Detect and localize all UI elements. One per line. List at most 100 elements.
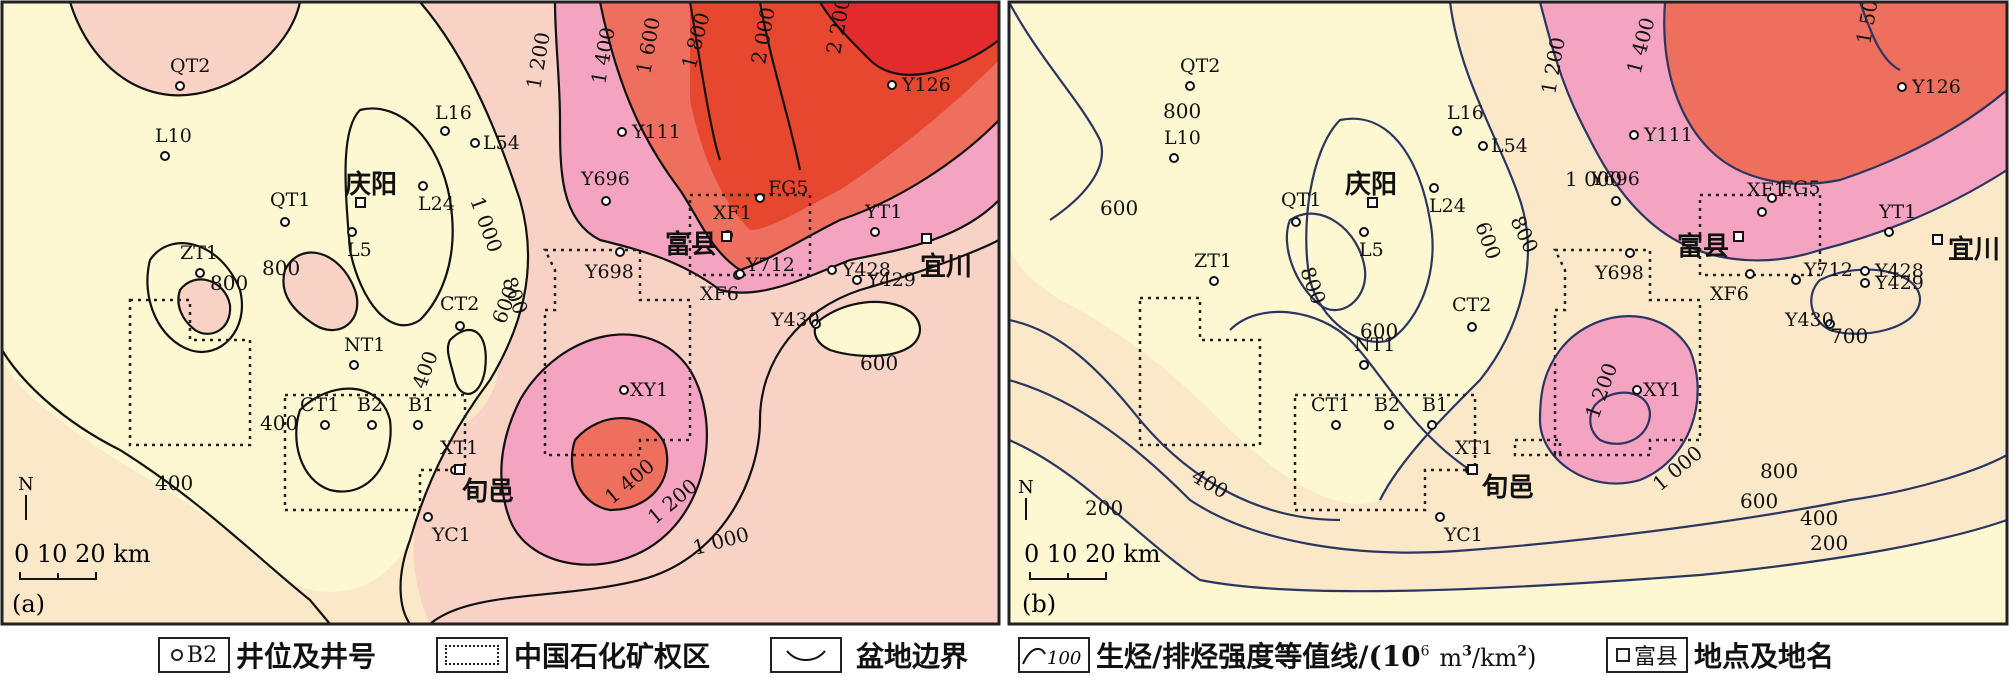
panel-b-frame xyxy=(1007,0,2009,626)
legend-contour: 100 生烃/排烃强度等值线/(106 m3/km2) xyxy=(1018,635,1536,675)
contour-label: 700 xyxy=(1830,324,1868,348)
contour-label: 800 xyxy=(1163,99,1201,123)
well-label: YT1 xyxy=(1878,201,1916,223)
well-marker-icon xyxy=(413,420,423,430)
dotted-block-icon xyxy=(445,645,499,665)
zone-800 xyxy=(2,2,529,593)
well-marker-icon xyxy=(615,247,625,257)
well-label: L10 xyxy=(1164,127,1201,149)
well-marker-icon xyxy=(1632,385,1642,395)
zone-b-1400 xyxy=(1664,2,2007,184)
well-marker-icon xyxy=(1860,266,1870,276)
well-marker-icon xyxy=(1359,227,1369,237)
well-label: XY1 xyxy=(630,379,668,401)
well-label: CT1 xyxy=(1311,394,1350,416)
legend-boundary-box xyxy=(770,637,842,673)
place-label: 富县 xyxy=(665,229,717,260)
well-label: Y712 xyxy=(745,254,795,276)
legend-block-box xyxy=(436,637,508,673)
well-label: L54 xyxy=(1491,135,1528,157)
contour-line-icon: 100 xyxy=(1022,647,1081,669)
well-label: Y698 xyxy=(584,261,634,283)
well-label: L10 xyxy=(155,125,192,147)
place-markers-a xyxy=(355,197,932,475)
well-label: L24 xyxy=(418,193,455,215)
well-marker-icon xyxy=(1767,193,1777,203)
well-label: ZT1 xyxy=(1194,250,1232,272)
legend-well-text: 井位及井号 xyxy=(236,640,377,673)
well-marker-icon xyxy=(1611,196,1621,206)
well-marker-icon xyxy=(1435,512,1445,522)
well-marker-icon xyxy=(320,420,330,430)
scale-bar-b: 0 10 20 km xyxy=(1024,540,1161,580)
legend-boundary: 盆地边界 xyxy=(770,635,968,675)
well-marker-icon xyxy=(852,275,862,285)
contour-label: 400 xyxy=(1800,506,1838,530)
legend-contour-box: 100 xyxy=(1018,637,1090,673)
well-marker-icon xyxy=(1359,360,1369,370)
zone-qt1 xyxy=(283,252,358,331)
well-marker-icon xyxy=(195,268,205,278)
well-label: Y696 xyxy=(1590,168,1640,190)
well-marker-icon xyxy=(423,512,433,522)
figure-canvas: 800 800 400 400 1 000 800 600 1 200 1 40… xyxy=(0,0,2009,626)
well-marker-icon xyxy=(1467,322,1477,332)
legend-well-box: B2 xyxy=(158,637,230,673)
zone-qt2 xyxy=(70,2,300,96)
contour-label: 1 000 xyxy=(1565,167,1622,191)
well-label: YT1 xyxy=(864,201,902,223)
well-label: L5 xyxy=(347,239,372,261)
well-marker-icon xyxy=(1625,248,1635,258)
place-label: 旬邑 xyxy=(462,477,514,507)
blocks-b xyxy=(1138,193,1822,512)
well-label: Y111 xyxy=(1643,124,1693,146)
well-marker-icon xyxy=(870,227,880,237)
well-marker-icon xyxy=(1791,275,1801,285)
well-label: B1 xyxy=(408,394,434,416)
places-a: 庆阳 富县 宜川 旬邑 xyxy=(345,169,972,507)
well-label: Y428 xyxy=(841,259,891,281)
well-marker-icon xyxy=(1209,276,1219,286)
well-marker-icon xyxy=(755,193,765,203)
well-marker-icon xyxy=(1860,278,1870,288)
well-marker-icon xyxy=(1331,420,1341,430)
contour-label: 600 xyxy=(1100,196,1138,220)
place-marker-icon xyxy=(1467,464,1478,475)
well-label: XY1 xyxy=(1643,379,1681,401)
legend-boundary-text: 盆地边界 xyxy=(856,640,969,673)
well-marker-icon xyxy=(170,649,183,661)
panel-tag: (a) xyxy=(12,590,45,618)
well-label: Y430 xyxy=(1784,309,1834,331)
contour-label: 400 xyxy=(155,471,193,495)
well-marker-icon xyxy=(601,196,611,206)
place-marker-icon xyxy=(1733,231,1744,242)
well-label: Y111 xyxy=(631,121,681,143)
north-label: N xyxy=(1018,477,1034,498)
zone-b-200 xyxy=(1009,440,2007,624)
contour-label: 400 xyxy=(260,411,298,435)
blocks-a xyxy=(128,193,812,512)
north-arrow-b: N xyxy=(1018,477,1034,520)
well-label: ZT1 xyxy=(180,242,218,264)
wells-b: QT2 L10 L16 L54 L24 QT1 L5 ZT1 NT1 CT2 CT1 B2 B1 XT1 Y… xyxy=(1164,55,1961,546)
well-marker-icon xyxy=(160,151,170,161)
well-marker-icon xyxy=(367,420,377,430)
well-label: QT1 xyxy=(1281,189,1321,211)
place-markers-b xyxy=(1367,197,1943,475)
well-label: NT1 xyxy=(1354,334,1395,356)
well-label: Y126 xyxy=(1911,76,1961,98)
well-marker-icon xyxy=(280,217,290,227)
panel-a-map: 800 800 400 400 1 000 800 600 1 200 1 40… xyxy=(2,2,999,624)
well-label: CT2 xyxy=(1452,294,1491,316)
scale-bar-a: 0 10 20 km xyxy=(14,540,151,580)
well-label: NT1 xyxy=(344,334,385,356)
well-marker-icon xyxy=(1185,81,1195,91)
well-label: L5 xyxy=(1359,239,1384,261)
well-marker-icon xyxy=(1384,420,1394,430)
well-marker-icon xyxy=(455,321,465,331)
well-marker-icon xyxy=(619,385,629,395)
legend-place-label: 富县 xyxy=(1633,645,1678,670)
well-label: FG5 xyxy=(768,177,808,199)
scale-label: 0 10 20 km xyxy=(14,540,151,568)
legend: B2 井位及井号 中国石化矿权区 盆地边界 100 生烃/排烃强度等值线/(10… xyxy=(0,629,2011,681)
